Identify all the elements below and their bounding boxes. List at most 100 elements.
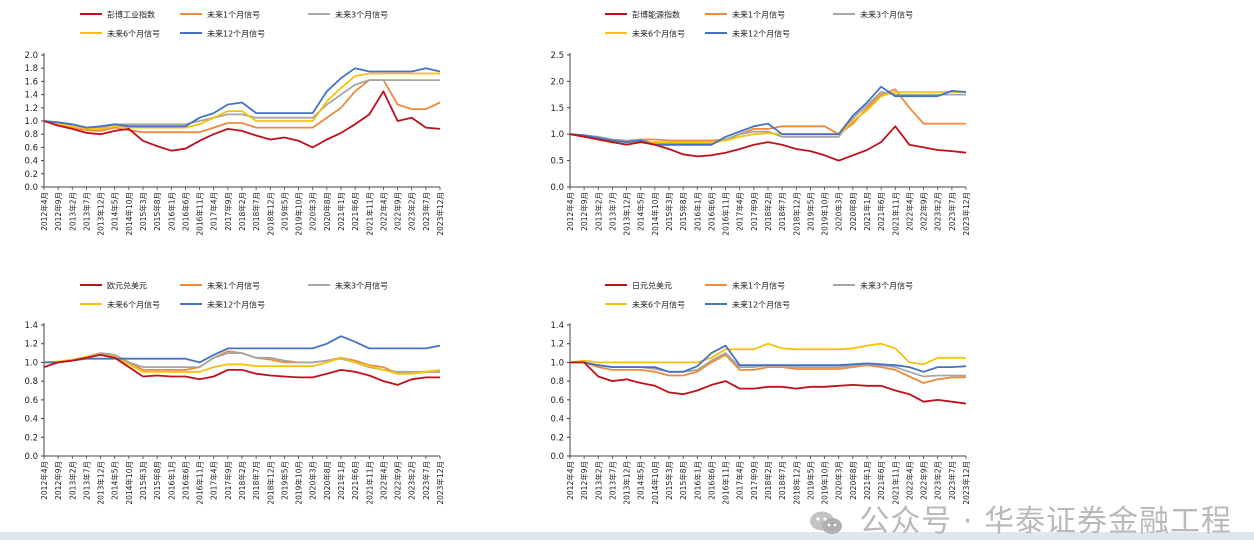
x-tick-label: 2018年12月 [265,192,275,236]
legend-item: 未来3个月信号 [833,281,913,291]
series-line-m12 [43,67,441,129]
x-tick-label: 2015年8月 [678,192,688,231]
x-tick-label: 2012年4月 [39,461,49,500]
series-line-m1 [570,353,966,384]
x-tick-label: 2012年4月 [565,192,575,231]
legend-item: 未来1个月信号 [705,10,785,20]
series-line-price [43,90,441,152]
x-tick-label: 2019年10月 [820,461,830,505]
x-tick-label: 2016年1月 [692,192,702,231]
y-tick-label: 1.6 [24,77,38,87]
x-tick-label: 2019年5月 [279,461,289,500]
y-tick-label: 2.0 [550,77,564,87]
x-tick-label: 2014年5月 [110,192,120,231]
legend-item: 未来6个月信号 [80,300,160,310]
series-line-m1 [569,88,966,144]
x-tick-label: 2012年4月 [565,461,575,500]
series-line-price [43,353,440,386]
y-tick-label: 1.8 [24,64,38,74]
y-tick-label: 0.0 [550,452,564,462]
y-tick-label: 0.0 [24,452,38,462]
x-tick-label: 2016年6月 [180,192,190,231]
x-tick-label: 2021年1月 [862,192,872,231]
x-tick-label: 2014年10月 [650,192,660,236]
legend-label: 未来1个月信号 [732,10,785,20]
x-tick-label: 2013年12月 [96,461,106,505]
y-tick-label: 1.2 [24,104,38,114]
series-line-m6 [43,353,441,375]
x-tick-label: 2017年9月 [749,192,759,231]
x-tick-label: 2015年3月 [664,461,674,500]
series-line-m1 [43,79,441,134]
y-tick-label: 1.0 [24,117,38,127]
series-line-m12 [44,335,441,364]
x-tick-label: 2017年4月 [209,461,219,500]
y-tick-label: 1.2 [550,340,564,350]
x-tick-label: 2021年11月 [890,192,900,236]
x-tick-label: 2018年7月 [251,461,261,500]
x-tick-label: 2022年9月 [393,461,403,500]
y-tick-label: 0.8 [24,130,38,140]
legend-item: 日元兑美元 [605,281,672,291]
y-tick-label: 1.0 [550,130,564,140]
legend-item: 未来12个月信号 [705,29,790,39]
x-tick-label: 2019年5月 [805,192,815,231]
x-tick-label: 2020年8月 [322,192,332,231]
y-tick-label: 0.8 [24,377,38,387]
x-tick-label: 2018年7月 [251,192,261,231]
x-tick-label: 2019年10月 [294,192,304,236]
series-line-m6 [569,91,966,145]
x-tick-label: 2014年5月 [110,461,120,500]
x-tick-label: 2022年9月 [393,192,403,231]
x-tick-label: 2016年11月 [721,192,731,236]
x-tick-label: 2018年2月 [237,192,247,231]
legend-label: 未来3个月信号 [335,10,388,20]
y-tick-label: 0.5 [550,157,564,167]
x-tick-label: 2023年2月 [407,461,417,500]
x-tick-label: 2020年8月 [848,461,858,500]
x-tick-label: 2019年5月 [805,461,815,500]
x-tick-label: 2014年5月 [636,192,646,231]
x-tick-label: 2013年7月 [607,461,617,500]
x-tick-label: 2013年7月 [81,461,91,500]
watermark-text: 公众号 · 华泰证券金融工程 [859,504,1232,539]
legend-label: 未来3个月信号 [335,281,388,291]
legend-item: 未来1个月信号 [180,10,260,20]
x-tick-label: 2020年8月 [848,192,858,231]
x-tick-label: 2023年7月 [421,461,431,500]
y-tick-label: 0.8 [550,377,564,387]
x-tick-label: 2017年4月 [735,192,745,231]
legend-item: 未来6个月信号 [605,29,685,39]
x-tick-label: 2020年3月 [834,461,844,500]
x-tick-label: 2020年3月 [308,192,318,231]
y-tick-label: 0.6 [24,396,38,406]
x-tick-label: 2013年2月 [593,192,603,231]
legend-label: 未来12个月信号 [207,29,265,39]
y-tick-label: 2.0 [24,51,38,61]
x-tick-label: 2023年2月 [933,461,943,500]
x-tick-label: 2017年9月 [749,461,759,500]
x-tick-label: 2012年9月 [53,461,63,500]
x-tick-label: 2018年2月 [763,192,773,231]
x-tick-label: 2013年7月 [81,192,91,231]
x-tick-label: 2013年2月 [593,461,603,500]
legend-label: 未来6个月信号 [632,300,685,310]
y-tick-label: 1.0 [24,358,38,368]
x-tick-label: 2017年4月 [735,461,745,500]
series-line-price [570,361,967,405]
y-tick-label: 0.0 [24,183,38,193]
x-tick-label: 2023年2月 [933,192,943,231]
y-tick-label: 1.0 [550,358,564,368]
y-tick-label: 0.6 [550,396,564,406]
legend-item: 彭博能源指数 [605,10,680,20]
legend-label: 彭博能源指数 [632,10,680,20]
y-tick-label: 1.4 [24,91,38,101]
x-tick-label: 2020年3月 [834,192,844,231]
bottom-bar [0,532,1254,540]
legend-label: 欧元兑美元 [107,281,147,291]
x-tick-label: 2021年6月 [350,461,360,500]
